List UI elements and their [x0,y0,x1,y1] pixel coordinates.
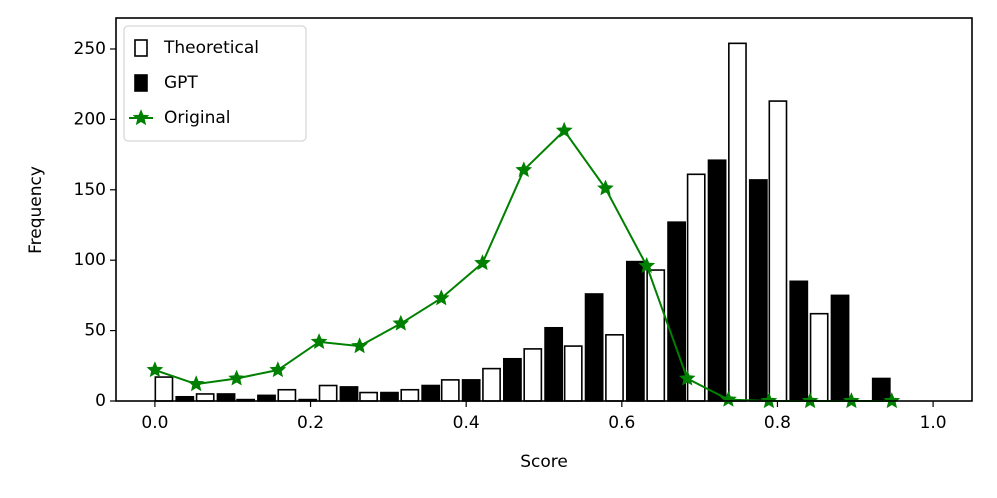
y-tick-label: 100 [74,250,106,270]
marker [269,361,287,378]
legend-swatch [134,39,148,57]
x-tick-label: 0.6 [608,413,635,433]
y-tick-label: 200 [74,109,106,129]
plot-frame [115,17,973,402]
bar [400,388,420,402]
bar [667,221,687,402]
marker [432,289,450,306]
bar [277,388,297,402]
legend-label: Theoretical [163,38,259,58]
bar [440,379,460,402]
bar [748,179,768,402]
bar [461,379,481,402]
bar [544,326,564,402]
y-axis-label: Frequency [26,166,46,254]
legend: Theoretical GPT Original [123,25,307,142]
x-tick-label: 1.0 [920,413,947,433]
bar [789,280,809,402]
legend-frame [123,25,307,142]
legend-label: Original [164,108,231,128]
bar [584,293,604,402]
marker [474,254,491,271]
bar [809,312,829,402]
x-tick-label: 0.2 [297,413,324,433]
bar [318,384,338,402]
bar [482,367,501,402]
bar [257,394,276,402]
bar [380,391,399,402]
marker [555,121,573,138]
bar [359,391,378,402]
legend-marker [132,109,150,126]
bar [625,260,645,402]
y-tick-label: 150 [74,180,106,200]
bar [830,294,850,402]
bar [421,384,441,402]
marker [310,333,328,349]
bar [605,334,624,402]
bar [154,376,174,402]
bar [871,377,891,402]
marker [515,161,533,178]
marker [351,337,368,354]
bar [339,386,359,402]
marker [638,256,656,273]
marker [392,314,410,331]
marker [678,369,696,386]
legend-label: GPT [164,73,198,93]
x-tick-label: 0.0 [141,413,168,433]
marker [146,361,164,378]
marker [720,390,737,407]
bar [216,393,236,402]
x-axis-label: Score [520,452,568,472]
y-tick-label: 0 [95,391,106,411]
bar [563,345,583,402]
bar [195,393,215,402]
bar [686,173,706,402]
marker [228,369,246,386]
x-tick-label: 0.4 [453,413,480,433]
marker [597,179,614,196]
x-tick-label: 0.8 [764,413,791,433]
bar [728,42,747,402]
bar [768,100,788,402]
y-tick-label: 250 [74,39,106,59]
y-tick-label: 50 [84,321,106,341]
bar [503,357,522,402]
legend-swatch [134,74,148,92]
bar [707,159,727,402]
marker [187,375,205,392]
bar [523,348,543,402]
